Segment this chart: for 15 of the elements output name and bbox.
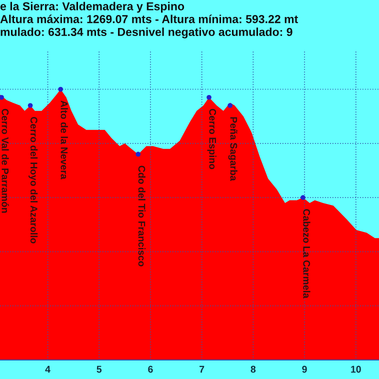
- x-tick-label: 7: [200, 366, 204, 373]
- annotation: Cerro Espino: [207, 108, 216, 170]
- x-tick-label: 10: [351, 366, 361, 373]
- annotation: Cabezo La Carmela: [303, 209, 310, 298]
- annotation: Cdo del Tio Francisco: [138, 166, 146, 266]
- x-tick-label: 9: [302, 366, 307, 373]
- chart-title: e la Sierra: Valdemadera y Espino Altura máxima: 1269.07 mts - Altura mínima: 593.22 mt mulado: 631.34 mts - Desnivel negativo acumulado: 9: [0, 2, 298, 38]
- annotation: Peña Sagarba: [228, 117, 238, 181]
- annotation: Cerro del Hoyo del Azarollo: [28, 117, 38, 244]
- x-tick-label: 8: [250, 366, 256, 373]
- x-tick-label: 4: [45, 366, 50, 373]
- annotation: Cerro Val de Parramón: [2, 108, 9, 213]
- annotation: Alto de la Nevera: [60, 100, 68, 180]
- x-tick-label: 6: [148, 366, 153, 373]
- x-tick-label: 5: [96, 366, 102, 373]
